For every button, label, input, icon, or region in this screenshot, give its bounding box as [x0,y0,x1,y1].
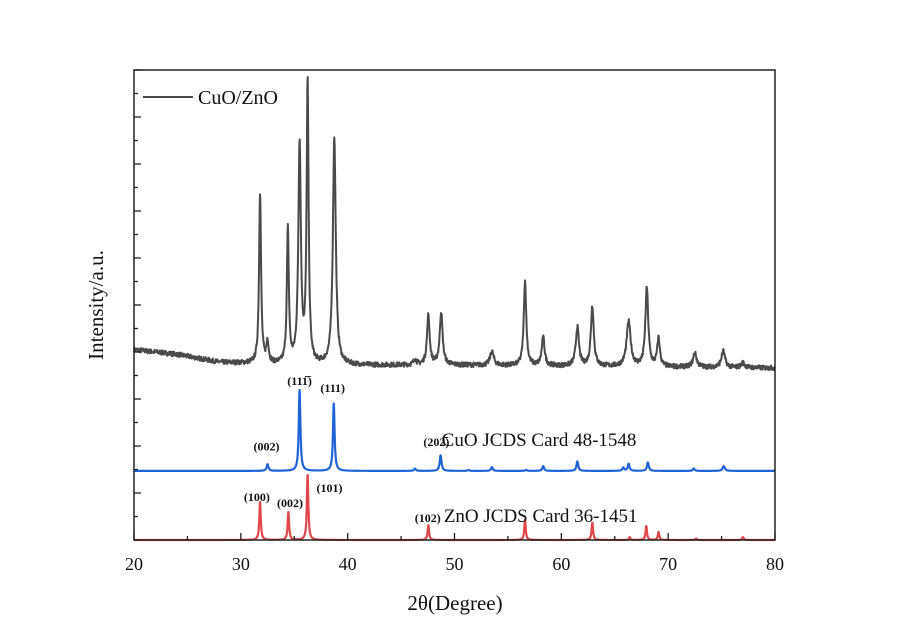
x-tick-label: 20 [125,554,143,574]
hkl-label: (202̅) [423,435,449,449]
hkl-label: (101) [317,481,343,495]
legend: CuO/ZnO [143,87,278,109]
series-line-1 [133,388,776,472]
x-tick-label: 80 [766,554,784,574]
x-tick-label: 60 [552,554,570,574]
plot-frame [133,69,776,541]
ticks-layer: 20 30 40 50 60 70 80 [125,69,784,574]
annotations-layer: (002) (111̅) (111) (202̅) (100) (002) (101) (10… [244,374,638,527]
series-layer [133,76,776,542]
y-axis-title: Intensity/a.u. [84,250,108,360]
x-tick-label: 40 [339,554,357,574]
hkl-label: (100) [244,490,270,504]
hkl-label: (102) [415,511,441,525]
x-tick-label: 70 [659,554,677,574]
legend-label-cuo-zno: CuO/ZnO [198,87,278,109]
x-axis-title: 2θ(Degree) [407,591,502,615]
hkl-label: (002) [253,440,279,454]
hkl-label: (111) [320,381,345,395]
x-tick-label: 30 [232,554,250,574]
hkl-label: (111̅) [287,374,312,388]
hkl-label: (002) [277,496,303,510]
reference-card-label: CuO JCDS Card 48-1548 [442,430,637,451]
series-line-0 [133,76,776,372]
x-tick-label: 50 [446,554,464,574]
reference-card-label: ZnO JCDS Card 36-1451 [444,506,638,527]
